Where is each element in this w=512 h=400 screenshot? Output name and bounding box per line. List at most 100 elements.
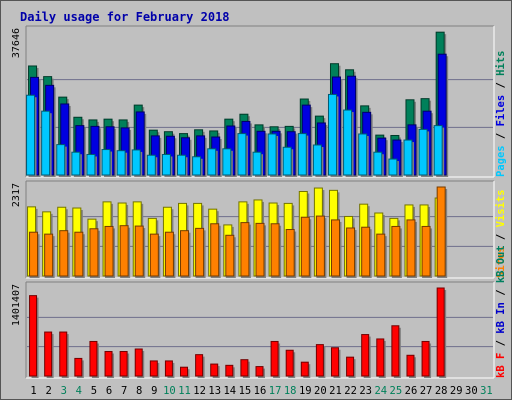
x-tick-label: 29 [450, 385, 463, 397]
bar-kbf [44, 331, 53, 377]
x-axis-tick-labels: 1 2 3 4 5 6 7 8 9 10 11 12 13 14 15 16 17 18 19 20 21 22 23 24 2… [30, 385, 492, 397]
bar-sites [300, 216, 310, 277]
x-tick-label: 15 [239, 385, 252, 397]
x-tick-label: 26 [405, 385, 418, 397]
bar-sites [29, 231, 39, 277]
bar-pages [388, 158, 398, 176]
x-tick-label: 23 [359, 385, 372, 397]
bar-sites [255, 222, 265, 277]
bar-sites [195, 227, 205, 277]
x-tick-label: 8 [136, 385, 142, 397]
legend-entry: Sites [495, 246, 507, 278]
x-tick-label: 11 [178, 385, 191, 397]
bar-pages [433, 125, 443, 176]
bar-sites [164, 231, 174, 277]
bar-pages [207, 148, 217, 176]
x-tick-label: 21 [329, 385, 342, 397]
bar-sites [346, 227, 356, 277]
bar-kbf [315, 344, 324, 377]
x-tick-label: 22 [344, 385, 357, 397]
bar-pages [101, 149, 111, 176]
x-tick-label: 16 [254, 385, 267, 397]
bar-sites [406, 219, 416, 277]
bar-kbf [391, 325, 400, 377]
bar-sites [421, 225, 431, 277]
bar-kbf [164, 360, 173, 377]
bar-pages [177, 154, 187, 176]
x-tick-label: 30 [465, 385, 478, 397]
bar-sites [285, 229, 295, 277]
bar-pages [358, 133, 368, 176]
bar-sites [225, 234, 235, 277]
x-tick-label: 9 [151, 385, 157, 397]
bar-sites [180, 230, 190, 277]
legend-entry: / [495, 227, 507, 246]
bar-pages [131, 149, 141, 176]
legend-entry: / [495, 126, 507, 145]
panel-legend: Sites / Visits [495, 189, 507, 278]
bar-kbf [330, 347, 339, 377]
bar-kbf [285, 349, 294, 377]
bar-kbf [225, 364, 234, 377]
bar-sites [44, 233, 54, 277]
bar-pages [41, 110, 51, 176]
x-tick-label: 18 [284, 385, 297, 397]
bar-pages [192, 156, 202, 176]
bar-pages [373, 151, 383, 176]
x-tick-label: 28 [435, 385, 448, 397]
bar-sites [270, 223, 280, 277]
bar-sites [59, 230, 69, 277]
bar-pages [116, 150, 126, 176]
bar-pages [71, 151, 81, 176]
bar-kbf [255, 366, 264, 377]
bar-sites [134, 225, 144, 277]
bar-kbf [436, 287, 445, 377]
panel-legend: kB F / kB In / kB Out [495, 245, 507, 378]
x-tick-label: 7 [121, 385, 127, 397]
legend-entry: Pages [495, 145, 507, 177]
x-tick-label: 25 [390, 385, 403, 397]
bar-kbf [195, 354, 204, 377]
x-tick-label: 2 [45, 385, 51, 397]
bar-sites [330, 219, 340, 277]
x-tick-label: 12 [193, 385, 206, 397]
bar-kbf [361, 334, 370, 377]
bar-kbf [376, 338, 385, 377]
legend-entry: / [495, 76, 507, 95]
bar-sites [391, 225, 401, 277]
y-axis-max-label: 1401407 [11, 284, 22, 326]
panel-hits_files_pages: 37646 Pages / Files / Hits [11, 25, 507, 178]
x-tick-label: 17 [269, 385, 282, 397]
bar-kbf [406, 354, 415, 377]
x-tick-label: 1 [30, 385, 36, 397]
chart-panels: 37646 Pages / Files / Hits 2317 Sites / Vis… [11, 25, 507, 379]
bar-kbf [119, 351, 128, 377]
bar-pages [312, 144, 322, 176]
bar-kbf [421, 340, 430, 377]
legend-entry: kB Out [495, 245, 507, 283]
chart-title: Daily usage for February 2018 [20, 10, 230, 24]
bar-kbf [300, 361, 309, 377]
plot-area [26, 282, 494, 378]
bar-pages [282, 146, 292, 176]
x-tick-label: 27 [420, 385, 433, 397]
bar-sites [89, 228, 99, 277]
bar-pages [403, 139, 413, 176]
panel-kb: 1401407 kB F / kB In / kB Out [11, 245, 507, 379]
x-tick-label: 20 [314, 385, 327, 397]
bar-pages [418, 128, 428, 176]
x-tick-label: 6 [106, 385, 112, 397]
bar-sites [240, 222, 250, 277]
legend-entry: Hits [495, 51, 507, 76]
bar-pages [237, 133, 247, 176]
x-tick-label: 4 [76, 385, 82, 397]
bar-pages [327, 93, 337, 176]
bar-sites [119, 225, 129, 277]
bar-sites [149, 233, 159, 277]
x-tick-label: 31 [480, 385, 493, 397]
legend-entry: / [495, 334, 507, 353]
y-axis-max-label: 2317 [11, 183, 22, 207]
bar-pages [297, 133, 307, 176]
bar-pages [267, 133, 277, 176]
